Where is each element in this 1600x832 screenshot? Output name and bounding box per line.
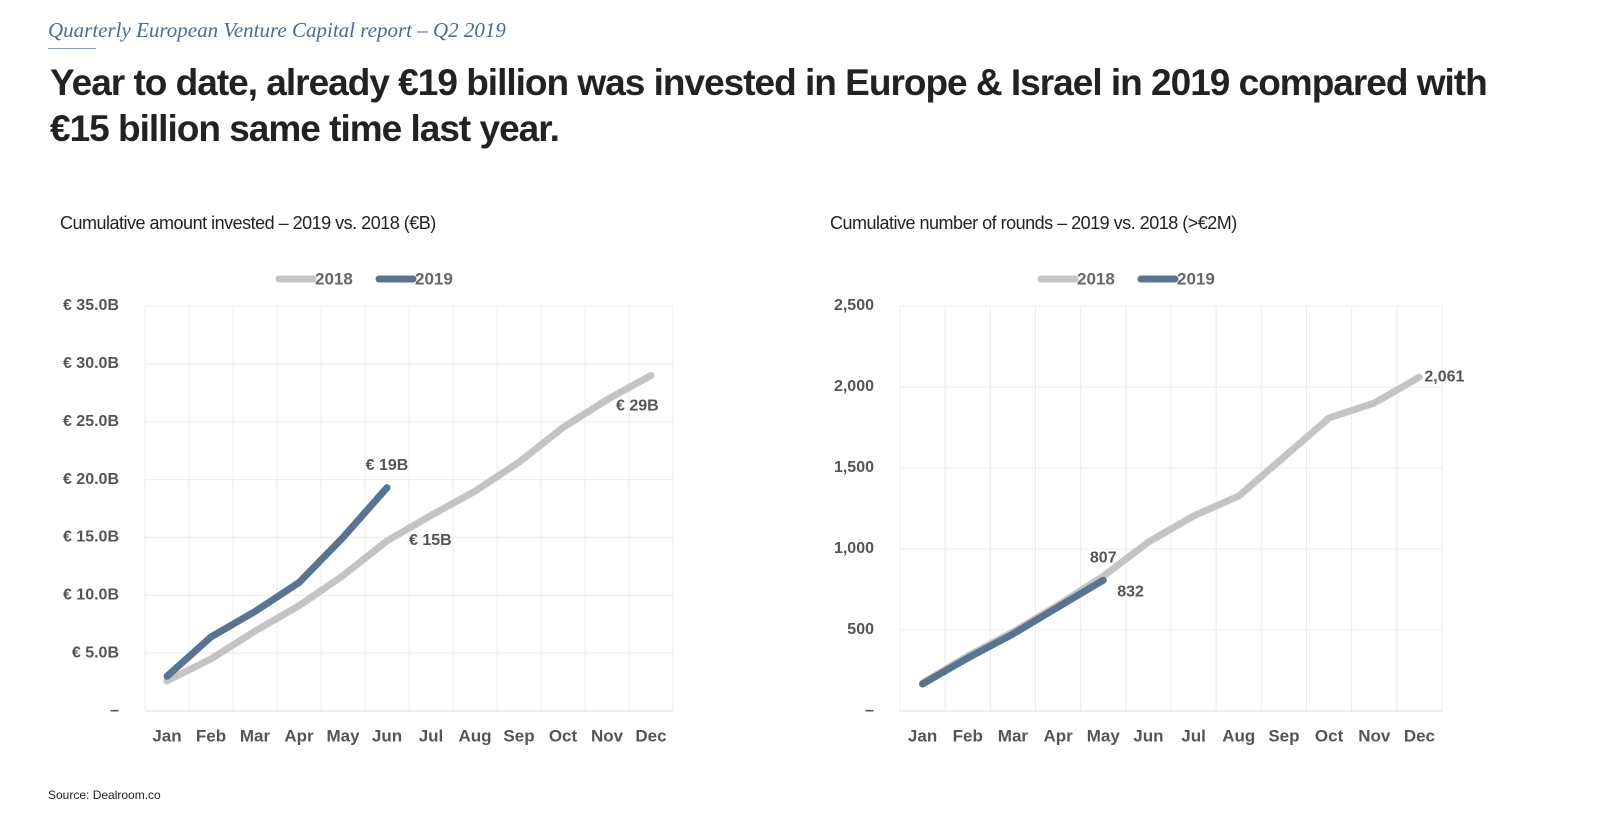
y-tick-label: – <box>865 702 874 719</box>
x-tick-label: May <box>326 726 360 745</box>
x-tick-label: Nov <box>591 726 624 745</box>
value-label: € 19B <box>366 457 409 474</box>
x-tick-label: Jan <box>152 726 181 745</box>
y-tick-label: € 35.0B <box>63 297 119 314</box>
x-tick-label: Apr <box>284 726 314 745</box>
series-line <box>919 576 1107 688</box>
value-label: 832 <box>1117 583 1144 600</box>
x-tick-label: Oct <box>549 726 578 745</box>
y-tick-label: € 15.0B <box>63 529 119 546</box>
value-label: 807 <box>1090 549 1117 566</box>
x-tick-label: Mar <box>998 726 1029 745</box>
x-tick-label: Jun <box>1133 726 1163 745</box>
y-tick-label: € 25.0B <box>63 413 119 430</box>
legend-label: 2019 <box>1177 269 1215 288</box>
x-tick-label: Oct <box>1315 726 1344 745</box>
source-note: Source: Dealroom.co <box>48 788 161 802</box>
y-tick-label: € 5.0B <box>72 644 119 661</box>
x-tick-label: Apr <box>1043 726 1073 745</box>
x-tick-label: Dec <box>635 726 666 745</box>
report-subtitle: Quarterly European Venture Capital repor… <box>48 18 506 42</box>
y-tick-label: 2,500 <box>834 297 874 314</box>
x-tick-label: Nov <box>1358 726 1391 745</box>
x-tick-label: Jul <box>419 726 444 745</box>
legend-label: 2019 <box>415 269 453 288</box>
x-tick-label: Sep <box>503 726 534 745</box>
x-tick-label: Mar <box>240 726 271 745</box>
x-tick-label: Dec <box>1404 726 1435 745</box>
y-tick-label: 500 <box>847 621 874 638</box>
x-tick-label: Feb <box>196 726 226 745</box>
value-label: 2,061 <box>1424 368 1464 385</box>
y-tick-label: € 10.0B <box>63 587 119 604</box>
y-tick-label: 1,000 <box>834 540 874 557</box>
legend-label: 2018 <box>1077 269 1115 288</box>
x-tick-label: Feb <box>953 726 983 745</box>
y-tick-label: € 20.0B <box>63 471 119 488</box>
x-tick-label: Jul <box>1181 726 1206 745</box>
series-line <box>163 371 655 685</box>
x-tick-label: Sep <box>1268 726 1299 745</box>
value-label: € 15B <box>409 532 452 549</box>
headline: Year to date, already €19 billion was in… <box>50 62 1488 149</box>
legend-label: 2018 <box>315 269 353 288</box>
chart-title: Cumulative number of rounds – 2019 vs. 2… <box>830 213 1237 233</box>
series-line <box>163 484 391 680</box>
x-tick-label: May <box>1087 726 1121 745</box>
y-tick-label: – <box>110 702 119 719</box>
x-tick-label: Aug <box>1222 726 1255 745</box>
subtitle-rule <box>48 48 96 49</box>
x-tick-label: Jun <box>372 726 402 745</box>
x-tick-label: Jan <box>908 726 937 745</box>
value-label: € 29B <box>616 398 659 415</box>
charts: Cumulative amount invested – 2019 vs. 20… <box>60 213 1465 746</box>
chart-title: Cumulative amount invested – 2019 vs. 20… <box>60 213 436 233</box>
x-tick-label: Aug <box>458 726 491 745</box>
y-tick-label: 2,000 <box>834 378 874 395</box>
y-tick-label: 1,500 <box>834 459 874 476</box>
y-tick-label: € 30.0B <box>63 355 119 372</box>
